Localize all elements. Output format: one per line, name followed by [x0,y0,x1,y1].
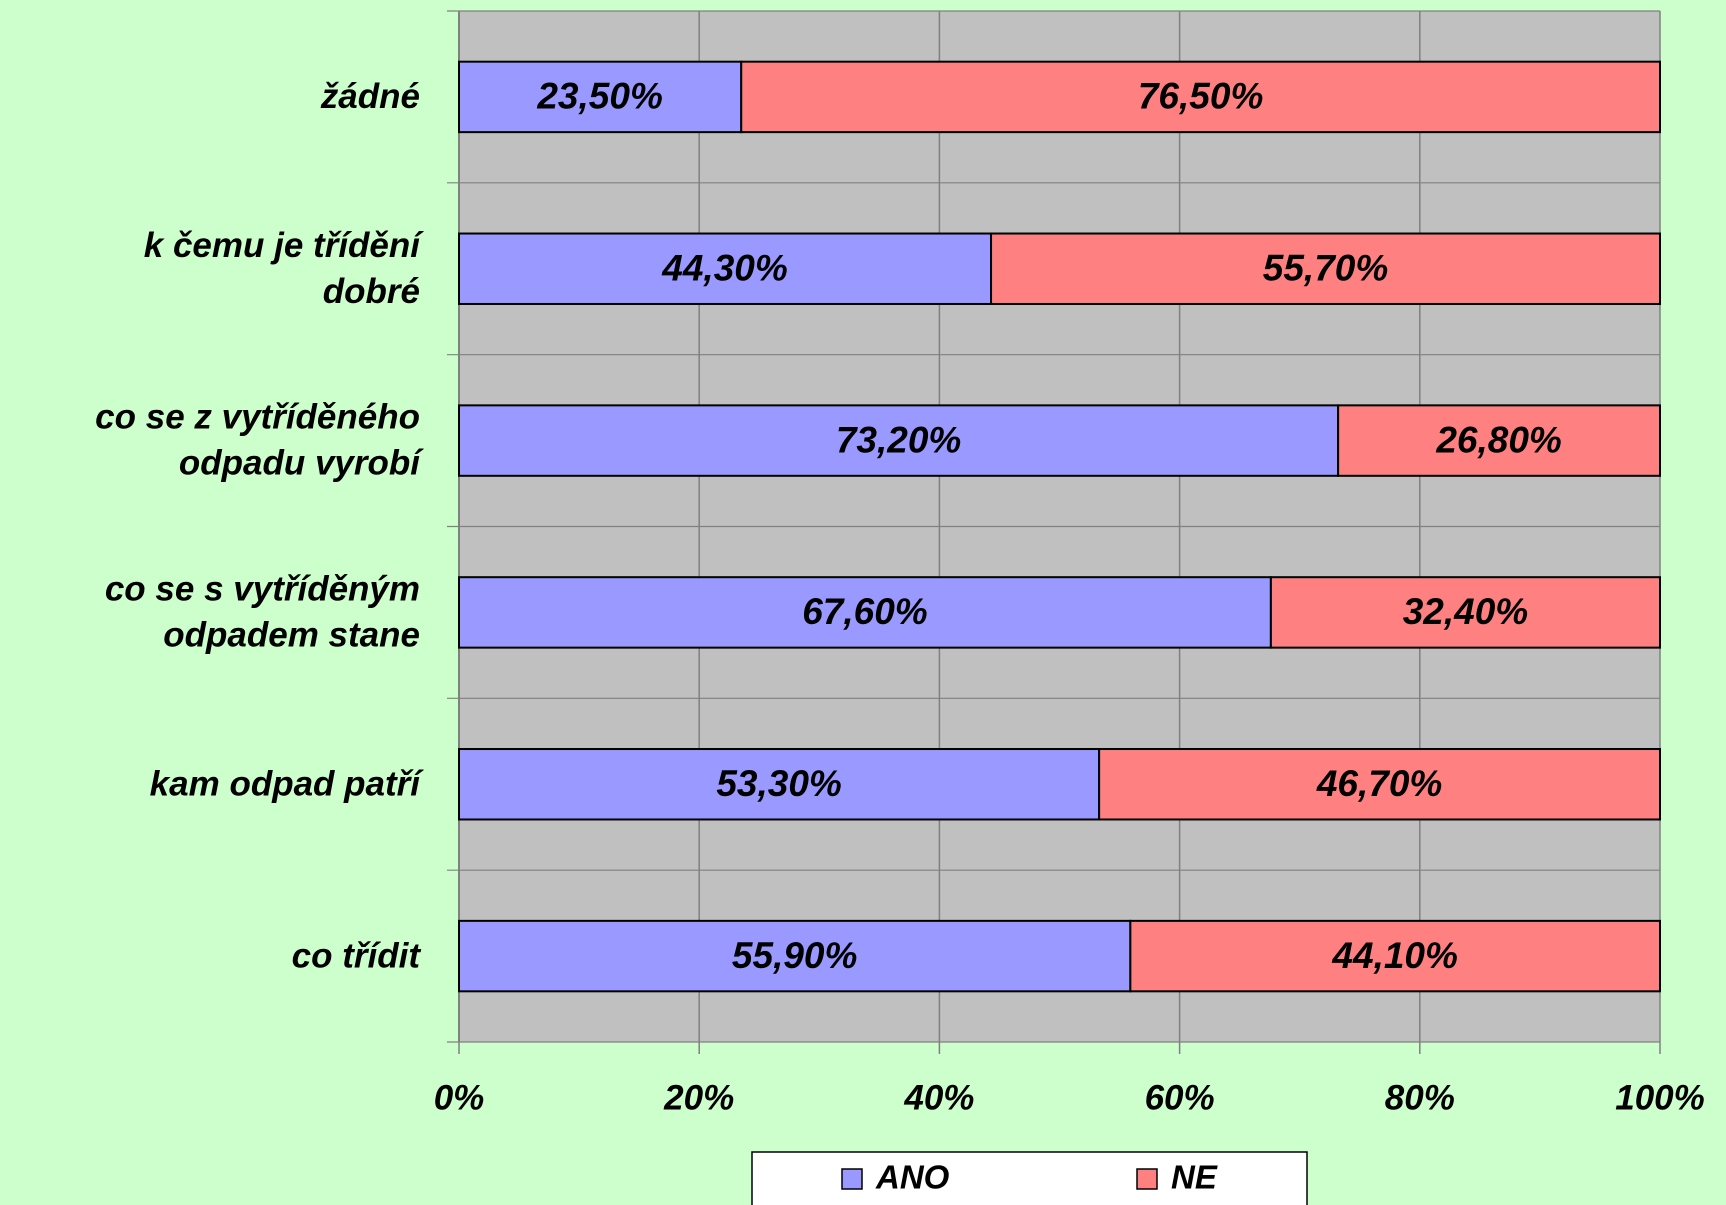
value-label: 76,50% [1138,76,1264,117]
x-tick-label: 60% [1145,1078,1215,1117]
bar [458,576,1272,649]
bar [1269,576,1661,649]
bar [990,232,1661,305]
legend-label: ANO [875,1159,950,1196]
x-tick-label: 100% [1615,1078,1705,1117]
value-label: 44,10% [1331,935,1458,976]
legend-swatch [1136,1168,1158,1190]
value-label: 23,50% [536,76,663,117]
value-label: 67,60% [802,591,928,632]
y-tick-label: k čemu je třídění dobré [144,226,424,311]
value-label: 32,40% [1403,591,1529,632]
y-tick-label: kam odpad patří [150,765,425,804]
y-tick-label: co třídit [292,936,422,975]
legend-label: NE [1171,1159,1218,1196]
value-label: 55,70% [1263,248,1389,289]
value-label: 44,30% [661,248,788,289]
bar [458,232,993,305]
value-label: 46,70% [1316,763,1443,804]
y-tick-label: co se z vytříděného odpadu vyrobí [95,398,424,483]
bar [740,60,1661,134]
value-label: 26,80% [1435,419,1562,460]
y-tick-label: žádné [320,77,420,116]
bar [1129,919,1661,993]
bar [458,748,1101,821]
x-tick-label: 0% [434,1078,485,1117]
value-label: 73,20% [836,419,962,460]
bar [1098,748,1662,821]
x-tick-label: 80% [1385,1078,1455,1117]
bar [458,919,1132,993]
legend-swatch [841,1168,863,1190]
bar [1337,404,1661,477]
value-label: 55,90% [732,935,858,976]
legend [751,1151,1308,1205]
y-tick-label: co se s vytříděným odpadem stane [105,570,420,655]
x-tick-label: 40% [903,1078,974,1117]
bar [458,60,743,134]
x-tick-label: 20% [663,1078,734,1117]
value-label: 53,30% [716,763,842,804]
